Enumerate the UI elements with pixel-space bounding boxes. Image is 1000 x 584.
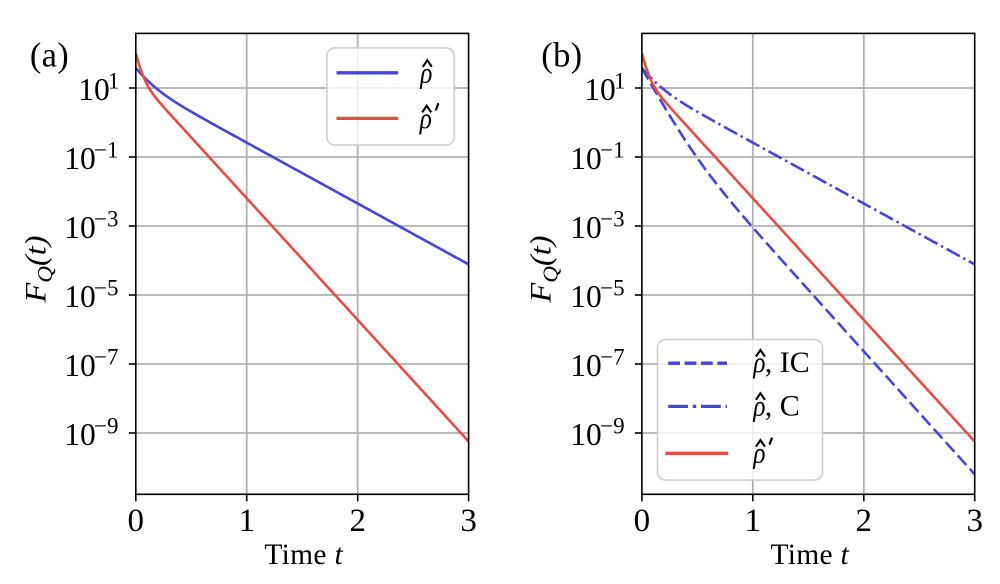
svg-text:10: 10 [64,141,96,176]
svg-text:−5: −5 [600,275,624,300]
svg-text:1: 1 [614,68,626,93]
svg-text:1: 1 [238,503,255,539]
svg-text:−3: −3 [94,206,118,231]
svg-text:Time t: Time t [770,539,849,571]
svg-text:10: 10 [570,417,602,452]
svg-text:10: 10 [570,279,602,314]
svg-text:ρ: ρ [752,345,765,379]
svg-text:−9: −9 [600,413,624,438]
svg-text:1: 1 [745,503,762,539]
svg-text:FQ(t): FQ(t) [525,236,563,304]
svg-text:3: 3 [460,503,477,539]
svg-text:−7: −7 [94,344,118,369]
svg-text:10: 10 [570,141,602,176]
svg-text:−7: −7 [600,344,624,369]
svg-text:−1: −1 [94,137,118,162]
svg-text:ρ: ρ [752,435,765,469]
svg-text:10: 10 [64,417,96,452]
svg-text:ρ: ρ [419,101,432,135]
svg-text:10: 10 [570,348,602,383]
svg-text:−5: −5 [94,275,118,300]
svg-text:−9: −9 [94,413,118,438]
svg-text:ρ: ρ [752,388,765,422]
svg-text:10: 10 [570,210,602,245]
svg-text:2: 2 [349,503,366,539]
svg-text:10: 10 [64,279,96,314]
svg-text:10: 10 [584,72,616,107]
svg-text:10: 10 [78,72,110,107]
svg-text:(b): (b) [541,36,582,74]
svg-text:−3: −3 [600,206,624,231]
svg-text:1: 1 [108,68,120,93]
svg-text:, C: , C [765,389,800,422]
svg-text:3: 3 [966,503,983,539]
svg-text:10: 10 [64,348,96,383]
svg-text:0: 0 [128,503,145,539]
svg-text:(a): (a) [30,36,69,74]
svg-text:0: 0 [634,503,651,539]
svg-text:ρ: ρ [419,55,432,89]
svg-text:10: 10 [64,210,96,245]
svg-text:−1: −1 [600,137,624,162]
svg-text:Time t: Time t [264,539,343,571]
svg-text:2: 2 [856,503,873,539]
svg-text:, IC: , IC [765,346,810,379]
